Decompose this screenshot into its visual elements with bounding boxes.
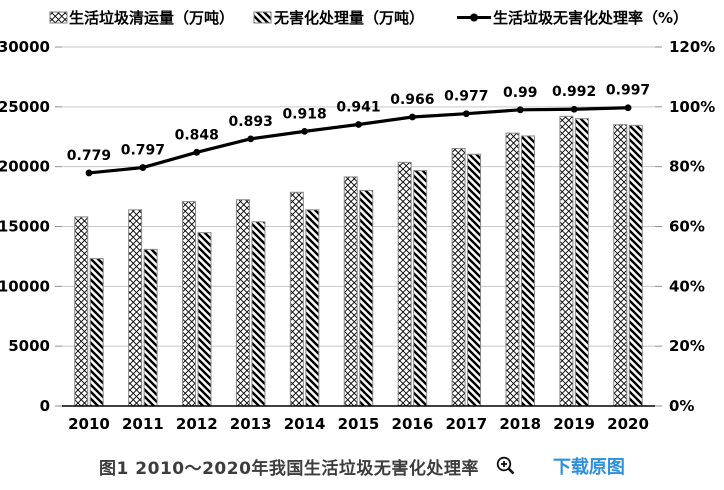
rate-point-label: 0.997	[606, 83, 650, 99]
rate-point-label: 0.779	[67, 148, 111, 164]
x-axis-category-label: 2020	[607, 415, 649, 433]
bar-series	[74, 115, 643, 407]
gridlines	[62, 46, 655, 347]
legend-item-wuhaihua-liang: 无害化处理量（万吨）	[253, 9, 424, 27]
figure-caption: 图1 2010～2020年我国生活垃圾无害化处理率	[99, 458, 479, 479]
x-axis-category-label: 2016	[392, 415, 434, 433]
bar-生活垃圾清运量（万吨）-2017	[451, 147, 466, 407]
x-axis-category-label: 2015	[338, 415, 380, 433]
rate-marker	[247, 135, 255, 143]
rate-marker	[139, 164, 147, 171]
legend-label: 无害化处理量（万吨）	[273, 9, 424, 27]
bar-无害化处理量（万吨）-2020	[628, 124, 643, 407]
zoom-in-icon[interactable]	[495, 455, 517, 477]
left-axis-tick-label: 0	[40, 397, 50, 415]
right-axis-tick-label: 60%	[669, 218, 705, 236]
left-axis-tick-label: 5000	[8, 337, 50, 355]
bar-生活垃圾清运量（万吨）-2018	[505, 132, 520, 407]
legend-item-qingyunliang: 生活垃圾清运量（万吨）	[49, 9, 234, 27]
bar-生活垃圾清运量（万吨）-2016	[397, 161, 412, 407]
bar-无害化处理量（万吨）-2012	[197, 232, 212, 407]
rate-point-label: 0.797	[121, 143, 165, 159]
rate-marker	[624, 104, 632, 112]
download-original-link[interactable]: 下载原图	[552, 457, 625, 478]
caption-row: 图1 2010～2020年我国生活垃圾无害化处理率 下载原图	[0, 450, 724, 482]
combo-chart: 0.779 0.797 0.848 0.893 0.918 0.941 0.966 0.977…	[0, 9, 715, 433]
left-axis-tick-label: 15000	[0, 218, 50, 236]
rate-point-label: 0.977	[444, 89, 488, 105]
line-series: 0.779 0.797 0.848 0.893 0.918 0.941 0.966 0.977…	[67, 83, 650, 177]
x-axis-category-label: 2013	[230, 415, 272, 433]
bar-无害化处理量（万吨）-2011	[143, 248, 158, 407]
x-axis-category-label: 2010	[68, 415, 110, 433]
bar-生活垃圾清运量（万吨）-2015	[343, 176, 358, 407]
bar-生活垃圾清运量（万吨）-2020	[613, 124, 628, 407]
bar-无害化处理量（万吨）-2014	[305, 209, 320, 407]
rate-point-label: 0.918	[282, 106, 326, 122]
left-axis-tick-label: 30000	[0, 38, 50, 56]
right-axis-tick-label: 80%	[669, 158, 705, 176]
right-axis-tick-label: 0%	[669, 397, 694, 415]
rate-point-label: 0.941	[336, 99, 380, 115]
rate-point-label: 0.966	[390, 92, 434, 108]
right-axis-tick-label: 100%	[669, 98, 715, 116]
legend-label: 生活垃圾无害化处理率（%）	[493, 9, 688, 27]
line-marker-icon	[470, 13, 478, 22]
bar-无害化处理量（万吨）-2018	[520, 135, 535, 407]
rate-marker	[85, 169, 93, 177]
bar-无害化处理量（万吨）-2019	[574, 118, 589, 407]
bar-无害化处理量（万吨）-2016	[413, 170, 428, 407]
x-axis-category-label: 2011	[122, 415, 164, 433]
rate-point-label: 0.893	[229, 114, 273, 130]
bar-无害化处理量（万吨）-2010	[89, 258, 104, 407]
legend-item-rate: 生活垃圾无害化处理率（%）	[457, 9, 688, 27]
left-axis-tick-label: 25000	[0, 98, 50, 116]
rate-line	[88, 106, 629, 175]
bar-无害化处理量（万吨）-2015	[359, 189, 374, 407]
bar-生活垃圾清运量（万吨）-2014	[289, 191, 304, 407]
rate-marker	[193, 148, 201, 156]
bar-生活垃圾清运量（万吨）-2019	[559, 115, 574, 407]
rate-marker	[462, 110, 470, 118]
rate-marker	[409, 113, 416, 121]
bar-生活垃圾清运量（万吨）-2010	[74, 216, 89, 407]
diagonal-swatch-icon	[253, 11, 272, 24]
rate-marker	[355, 121, 362, 128]
right-axis-tick-label: 20%	[669, 337, 705, 355]
right-axis-tick-label: 120%	[669, 38, 715, 56]
chart-legend: 生活垃圾清运量（万吨） 无害化处理量（万吨） 生活垃圾无害化处理率（%）	[49, 9, 688, 27]
bar-生活垃圾清运量（万吨）-2013	[235, 199, 250, 407]
bar-无害化处理量（万吨）-2017	[467, 153, 482, 407]
rate-marker	[301, 127, 308, 135]
x-axis-category-label: 2018	[499, 415, 541, 433]
bar-生活垃圾清运量（万吨）-2011	[128, 209, 143, 407]
x-axis-category-label: 2012	[176, 415, 218, 433]
left-axis-tick-label: 10000	[0, 277, 50, 295]
x-axis-category-label: 2014	[284, 415, 326, 433]
rate-point-label: 0.99	[503, 85, 538, 101]
left-axis-tick-label: 20000	[0, 158, 50, 176]
rate-point-label: 0.992	[552, 84, 596, 100]
crosshatch-swatch-icon	[49, 11, 68, 24]
axes: 0 5000 10000 15000 20000 25000 30000 0% 20% 40% 60…	[0, 38, 715, 433]
bar-无害化处理量（万吨）-2013	[251, 221, 266, 407]
rate-marker	[516, 106, 524, 114]
x-axis-category-label: 2019	[553, 415, 595, 433]
rate-marker	[570, 105, 578, 113]
x-axis-category-label: 2017	[445, 415, 487, 433]
legend-label: 生活垃圾清运量（万吨）	[69, 9, 234, 27]
bar-生活垃圾清运量（万吨）-2012	[182, 201, 197, 407]
rate-point-label: 0.848	[175, 127, 219, 143]
right-axis-tick-label: 40%	[669, 277, 705, 295]
